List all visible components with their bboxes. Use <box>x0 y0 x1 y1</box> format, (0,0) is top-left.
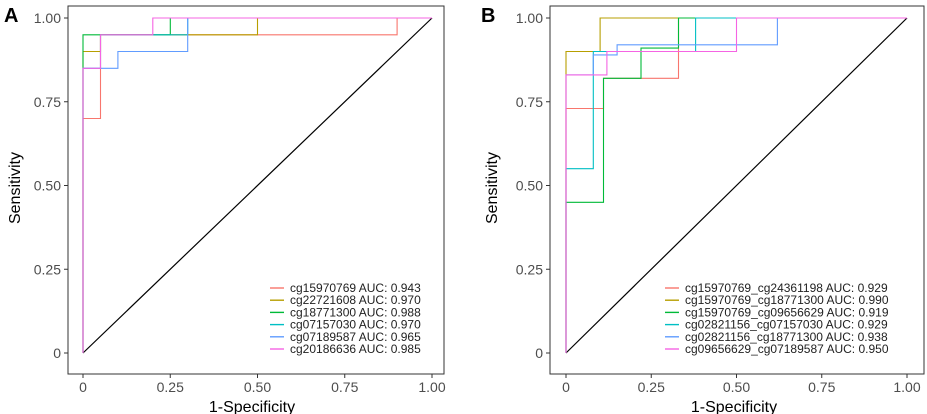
legend-entry: cg18771300 AUC: 0.988 <box>290 305 421 319</box>
x-tick-label: 1.00 <box>893 379 920 395</box>
x-tick-label: 0.50 <box>244 379 271 395</box>
panel-b: B 1-Specificity Sensitivity 0 0.25 0.50 0.7… <box>481 5 925 414</box>
legend-entry: cg15970769_cg09656629 AUC: 0.919 <box>685 305 889 319</box>
y-tick-label: 1.00 <box>516 10 543 26</box>
plot-area-a <box>67 5 445 375</box>
panel-label-a: A <box>4 5 18 27</box>
roc-curve-cg09656629_cg07189587 <box>565 17 907 353</box>
y-tick-label: 0 <box>53 345 61 361</box>
plot-area-b <box>549 5 925 375</box>
x-tick-label: 0 <box>562 379 570 395</box>
y-tick-label: 0 <box>535 345 543 361</box>
y-tick-label: 0.50 <box>34 178 61 194</box>
x-tick-label: 0.75 <box>331 379 358 395</box>
x-axis-title-a: 1-Specificity <box>209 399 295 414</box>
panel-border <box>549 5 925 375</box>
roc-curve-cg20186636 <box>82 17 432 353</box>
reference-diagonal-line <box>565 17 908 354</box>
y-tick-label: 0.25 <box>34 261 61 277</box>
legend-entry: cg20186636 AUC: 0.985 <box>290 342 421 356</box>
x-tick-label: 0.25 <box>638 379 665 395</box>
y-tick-label: 0.50 <box>516 178 543 194</box>
panel-label-b: B <box>481 5 495 27</box>
legend-entry: cg22721608 AUC: 0.970 <box>290 293 421 307</box>
x-axis-title-b: 1-Specificity <box>691 399 777 414</box>
legend-entry: cg09656629_cg07189587 AUC: 0.950 <box>685 342 889 356</box>
reference-diagonal-line <box>82 17 433 354</box>
x-tick-label: 0.75 <box>808 379 835 395</box>
ticks-a: 0 0.25 0.50 0.75 1.00 0 0.25 0.50 0.75 1.00 <box>34 10 446 395</box>
panel-a: A 1-Specificity Sensitivity 0 0.25 0.50 0.7… <box>4 5 446 414</box>
y-tick-label: 0.25 <box>516 261 543 277</box>
legend-background <box>661 282 903 360</box>
y-axis-title-b: Sensitivity <box>484 152 501 224</box>
legend-b: cg15970769_cg24361198 AUC: 0.929cg159707… <box>661 281 903 360</box>
x-tick-label: 1.00 <box>418 379 445 395</box>
legend-entry: cg02821156_cg18771300 AUC: 0.938 <box>685 330 888 344</box>
y-tick-label: 1.00 <box>34 10 61 26</box>
y-tick-label: 0.75 <box>34 94 61 110</box>
legend-entry: cg07157030 AUC: 0.970 <box>290 318 421 332</box>
y-tick-label: 0.75 <box>516 94 543 110</box>
panel-border <box>67 5 445 375</box>
legend-entry: cg15970769_cg18771300 AUC: 0.990 <box>685 293 889 307</box>
y-axis-title-a: Sensitivity <box>7 152 24 224</box>
legend-entry: cg15970769 AUC: 0.943 <box>290 281 421 295</box>
x-tick-label: 0.50 <box>723 379 750 395</box>
x-tick-label: 0.25 <box>157 379 184 395</box>
ticks-b: 0 0.25 0.50 0.75 1.00 0 0.25 0.50 0.75 1.00 <box>516 10 921 395</box>
roc-curve-cg15970769_cg09656629 <box>565 17 907 353</box>
legend-entry: cg07189587 AUC: 0.965 <box>290 330 421 344</box>
legend-entry: cg02821156_cg07157030 AUC: 0.929 <box>685 318 888 332</box>
legend-background <box>266 282 440 360</box>
legend-entry: cg15970769_cg24361198 AUC: 0.929 <box>685 281 888 295</box>
x-tick-label: 0 <box>79 379 87 395</box>
